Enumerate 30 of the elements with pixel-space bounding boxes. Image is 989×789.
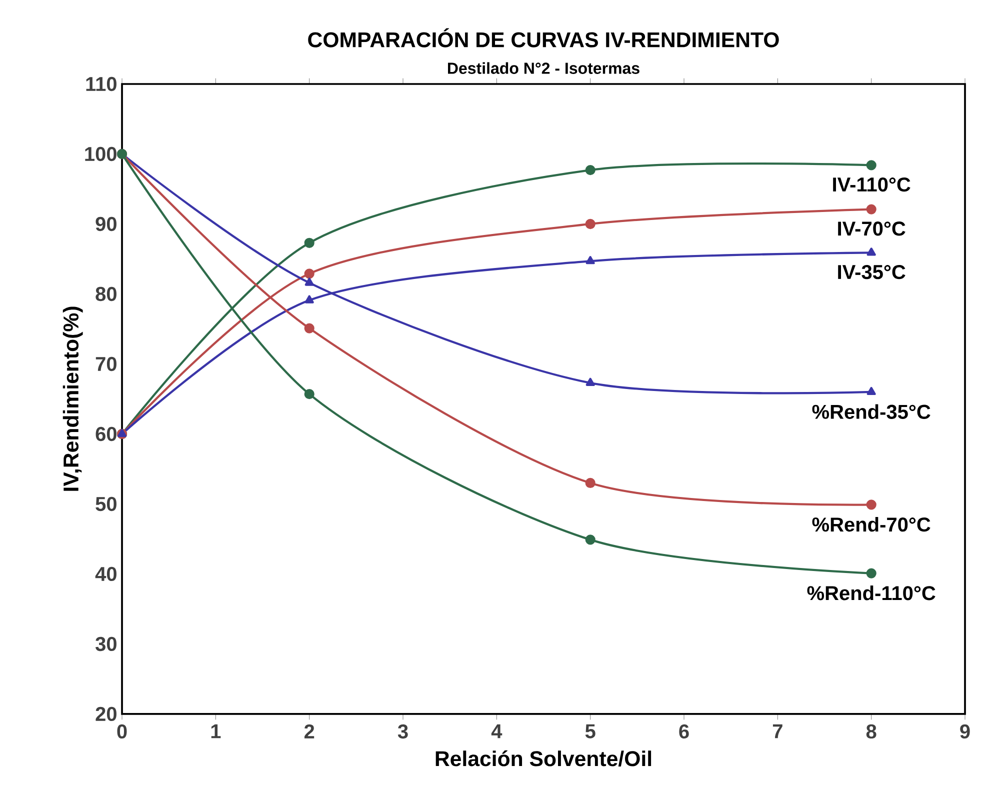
series-label: IV-35°C [838, 264, 906, 280]
y-tick-label: 30 [96, 636, 116, 652]
x-tick-label: 1 [211, 724, 221, 738]
series-label: IV-70°C [838, 222, 906, 236]
series-label: IV-110°C [833, 177, 910, 192]
x-tick-label: 9 [960, 724, 970, 739]
series-label: %Rend-70°C [812, 516, 930, 532]
x-tick-label: 4 [491, 724, 502, 738]
x-tick-label: 3 [398, 724, 408, 739]
y-tick-label: 90 [96, 216, 116, 232]
x-tick-label: 7 [772, 724, 782, 738]
y-tick-label: 20 [96, 706, 116, 722]
y-tick-label: 80 [96, 286, 116, 302]
y-tick-label: 50 [96, 496, 116, 512]
x-tick-label: 2 [304, 724, 314, 738]
y-tick-label: 100 [85, 146, 116, 162]
x-axis-title: Relación Solvente/Oil [436, 750, 652, 766]
y-tick-label: 70 [96, 356, 116, 372]
y-axis-title: IV,Rendimiento(%) [62, 306, 83, 491]
x-tick-label: 5 [585, 724, 596, 738]
series-label: %Rend-35°C [812, 404, 930, 419]
x-tick-label: 6 [679, 724, 689, 739]
chart-subtitle: Destilado N°2 - Isotermas [448, 62, 640, 74]
series-label: %Rend-110°C [807, 586, 936, 600]
chart-title: COMPARACIÓN DE CURVAS IV-RENDIMIENTO [308, 28, 779, 48]
y-tick-label: 40 [95, 566, 116, 582]
y-tick-label: 60 [96, 426, 116, 442]
x-tick-label: 8 [866, 724, 876, 739]
x-tick-label: 0 [117, 724, 127, 739]
y-tick-label: 110 [86, 76, 116, 92]
